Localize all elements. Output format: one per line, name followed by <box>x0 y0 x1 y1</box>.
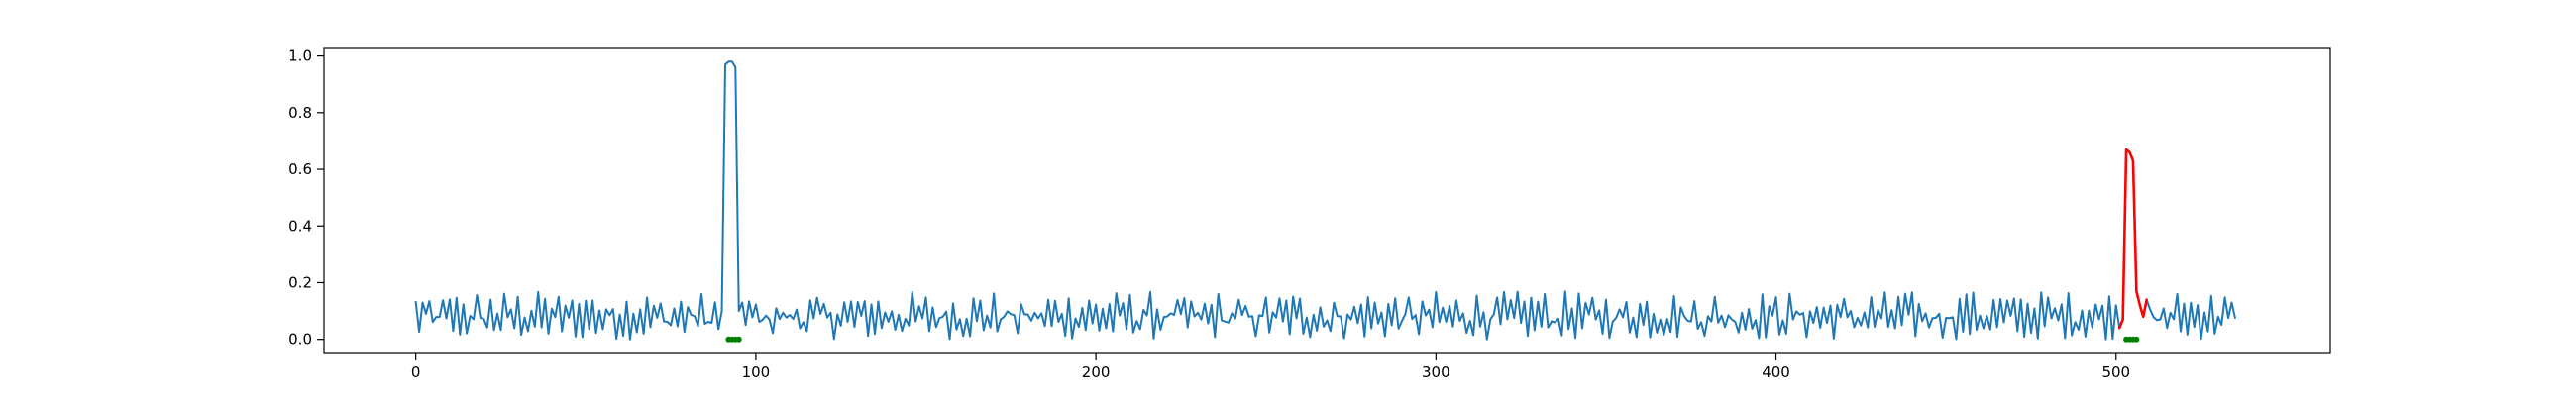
y-tick-label: 0.4 <box>288 217 312 235</box>
y-tick-label: 1.0 <box>288 48 312 65</box>
x-tick-label: 400 <box>1762 363 1790 381</box>
label-marker-point <box>735 336 742 343</box>
x-tick-label: 300 <box>1422 363 1450 381</box>
label-markers <box>725 336 2140 343</box>
y-tick-label: 0.2 <box>288 273 312 291</box>
signal-series-line <box>414 60 2236 341</box>
label-marker-point <box>2133 336 2140 343</box>
axes-frame <box>323 47 2331 354</box>
x-tick-label: 500 <box>2101 363 2130 381</box>
x-tick-label: 100 <box>742 363 771 381</box>
plot-area <box>414 60 2236 343</box>
y-tick-label: 0.8 <box>288 104 312 122</box>
anomaly-highlight-line <box>2117 148 2148 330</box>
x-tick-label: 200 <box>1082 363 1111 381</box>
y-tick-label: 0.0 <box>288 331 312 348</box>
axis-ticks: 0 100 200 300 400 500 0.0 0.2 0.4 0.6 0.8 1.0 <box>288 48 2130 381</box>
y-tick-label: 0.6 <box>288 160 312 178</box>
x-tick-label: 0 <box>411 363 421 381</box>
